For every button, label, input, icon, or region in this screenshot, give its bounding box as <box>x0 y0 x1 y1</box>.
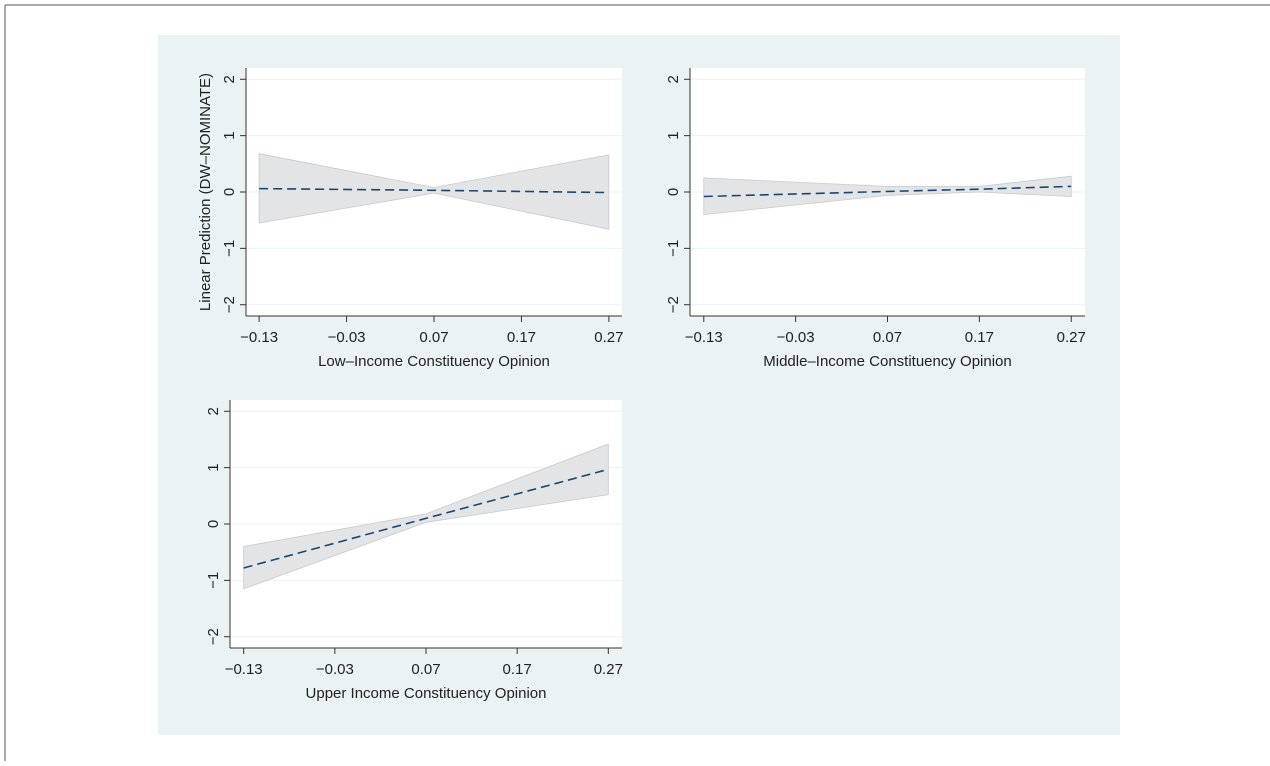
x-tick-label: −0.03 <box>777 329 815 346</box>
x-tick-label: 0.17 <box>503 661 532 678</box>
y-tick-label: −1 <box>205 572 222 589</box>
prediction-line <box>703 185 1072 198</box>
confidence-band <box>703 175 1072 215</box>
x-tick-label: 0.27 <box>594 329 623 346</box>
x-tick-label: −0.13 <box>240 329 278 346</box>
y-tick-label: 2 <box>205 407 222 415</box>
x-tick-label: 0.17 <box>507 329 536 346</box>
y-tick-label: 1 <box>665 131 682 139</box>
y-tick-label: −1 <box>221 240 238 257</box>
y-tick-label: −2 <box>205 628 222 645</box>
y-tick-label: 2 <box>221 75 238 83</box>
x-tick-label: 0.07 <box>419 329 448 346</box>
y-tick-label: −2 <box>665 296 682 313</box>
x-axis-title: Middle–Income Constituency Opinion <box>763 353 1011 370</box>
x-tick-label: −0.13 <box>685 329 723 346</box>
x-tick-label: 0.07 <box>873 329 902 346</box>
confidence-band <box>258 153 610 230</box>
y-tick-label: −2 <box>221 296 238 313</box>
y-tick-label: 0 <box>205 520 222 528</box>
x-tick-label: −0.03 <box>316 661 354 678</box>
x-tick-label: 0.07 <box>411 661 440 678</box>
prediction-line <box>259 187 609 194</box>
x-tick-label: 0.27 <box>1057 329 1086 346</box>
y-tick-label: −1 <box>665 240 682 257</box>
confidence-band <box>243 443 609 590</box>
x-tick-label: 0.17 <box>965 329 994 346</box>
x-axis-title: Low–Income Constituency Opinion <box>318 353 550 370</box>
y-tick-label: 0 <box>665 188 682 196</box>
y-axis-title: Linear Prediction (DW–NOMINATE) <box>197 73 214 311</box>
y-tick-label: 0 <box>221 188 238 196</box>
x-axis-title: Upper Income Constituency Opinion <box>306 685 547 702</box>
y-tick-label: 1 <box>221 131 238 139</box>
x-tick-label: −0.13 <box>225 661 263 678</box>
x-tick-label: 0.27 <box>594 661 623 678</box>
x-tick-label: −0.03 <box>328 329 366 346</box>
y-tick-label: 2 <box>665 75 682 83</box>
prediction-line <box>243 468 609 569</box>
y-tick-label: 1 <box>205 463 222 471</box>
